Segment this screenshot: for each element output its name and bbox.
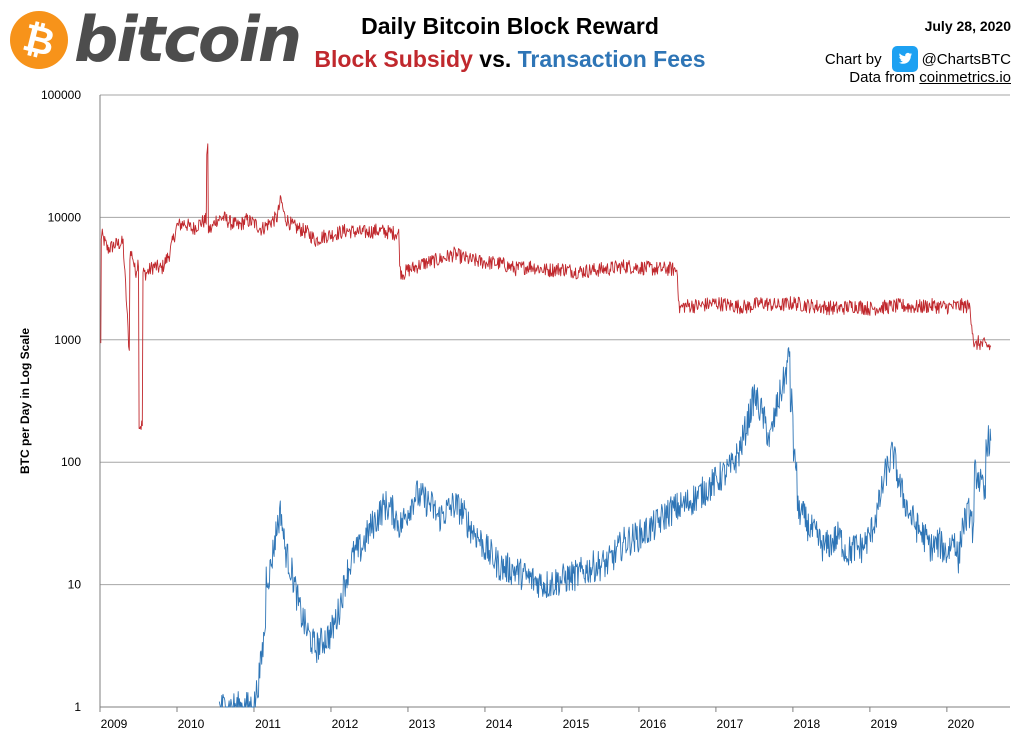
x-tick-label-2020: 2020 — [948, 717, 975, 731]
chart-subtitle: Block Subsidy vs. Transaction Fees — [250, 46, 770, 73]
data-from-label: Data from — [849, 69, 920, 86]
chart-title: Daily Bitcoin Block Reward — [361, 13, 659, 39]
chart-date: July 28, 2020 — [924, 18, 1011, 34]
x-tick-label-2016: 2016 — [640, 717, 667, 731]
chart-by-label: Chart by — [824, 50, 882, 68]
y-tick-label-100: 100 — [61, 455, 81, 469]
y-tick-label-10: 10 — [68, 578, 82, 592]
bitcoin-logo-text: bitcoin — [74, 3, 302, 76]
y-tick-label-100000: 100000 — [41, 88, 81, 102]
data-source-link[interactable]: coinmetrics.io — [919, 69, 1011, 86]
x-tick-labels: 2009 2010 2011 2012 2013 2014 2015 2016 2017 2018… — [99, 707, 975, 731]
series-line-block-subsidy — [100, 143, 992, 430]
x-tick-label-2010: 2010 — [178, 717, 205, 731]
x-tick-label-2018: 2018 — [794, 717, 821, 731]
x-tick-label-2019: 2019 — [871, 717, 898, 731]
subtitle-subsidy: Block Subsidy — [314, 46, 473, 72]
grid-lines — [100, 94, 1010, 708]
bitcoin-logo-icon: ₿ — [10, 11, 68, 69]
chart-credit: Chart by @ChartsBTC — [825, 46, 1011, 72]
twitter-icon — [891, 46, 918, 72]
x-tick-label-2009: 2009 — [101, 717, 128, 731]
x-tick-label-2012: 2012 — [332, 717, 359, 731]
x-tick-label-2017: 2017 — [717, 717, 744, 731]
data-source-credit: Data from coinmetrics.io — [849, 69, 1011, 86]
y-tick-label-10000: 10000 — [48, 210, 82, 224]
y-axis-label: BTC per Day in Log Scale — [18, 328, 32, 474]
y-tick-label-1: 1 — [74, 700, 81, 714]
x-tick-label-2013: 2013 — [409, 717, 436, 731]
x-tick-label-2014: 2014 — [486, 717, 513, 731]
y-tick-labels: 1 10 100 1000 10000 100000 — [41, 88, 81, 714]
twitter-handle: @ChartsBTC — [921, 50, 1011, 68]
x-tick-label-2011: 2011 — [255, 717, 281, 731]
subtitle-fees: Transaction Fees — [517, 46, 706, 72]
series-line-transaction-fees — [218, 347, 992, 708]
subtitle-vs: vs. — [472, 46, 518, 72]
y-tick-label-1000: 1000 — [54, 333, 81, 347]
x-tick-label-2015: 2015 — [563, 717, 590, 731]
series-lines — [100, 143, 992, 708]
